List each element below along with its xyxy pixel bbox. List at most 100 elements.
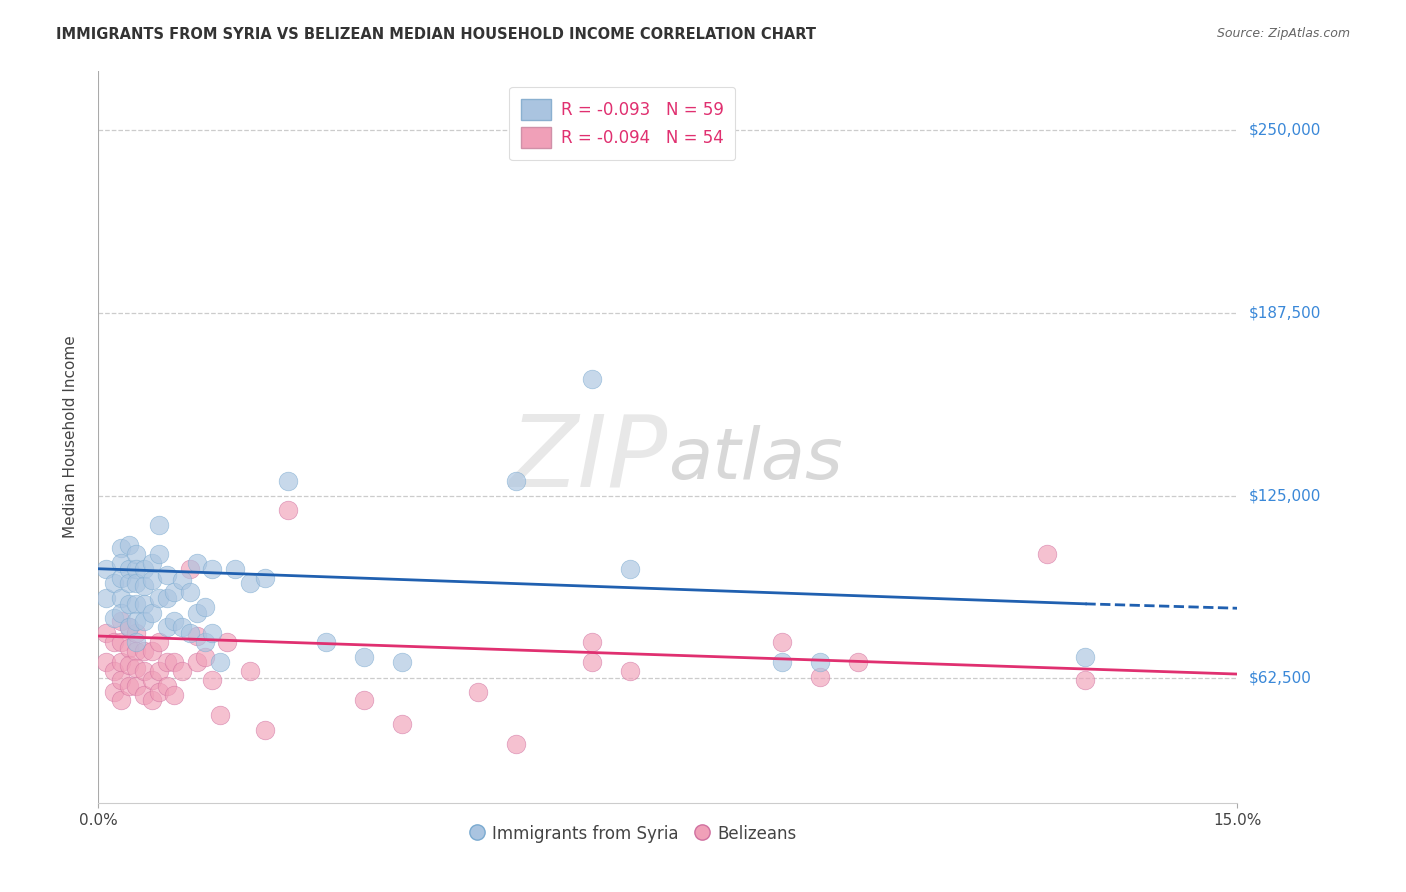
Point bbox=[94, 562, 117, 576]
Point bbox=[156, 620, 179, 634]
Point bbox=[186, 629, 208, 643]
Point bbox=[141, 556, 163, 570]
Point bbox=[125, 635, 148, 649]
Point bbox=[118, 620, 141, 634]
Point bbox=[125, 626, 148, 640]
Point bbox=[581, 656, 603, 670]
Point bbox=[132, 562, 155, 576]
Point bbox=[148, 684, 170, 698]
Point bbox=[110, 606, 132, 620]
Point bbox=[505, 474, 527, 488]
Point bbox=[94, 626, 117, 640]
Point bbox=[110, 693, 132, 707]
Text: $62,500: $62,500 bbox=[1249, 671, 1312, 686]
Point bbox=[132, 615, 155, 629]
Point bbox=[391, 716, 413, 731]
Point bbox=[170, 664, 193, 678]
Point bbox=[201, 673, 224, 687]
Point bbox=[201, 626, 224, 640]
Point bbox=[148, 517, 170, 532]
Point bbox=[141, 574, 163, 588]
Point bbox=[186, 656, 208, 670]
Point bbox=[808, 670, 831, 684]
Point bbox=[125, 661, 148, 675]
Point bbox=[156, 679, 179, 693]
Point bbox=[110, 656, 132, 670]
Point bbox=[110, 615, 132, 629]
Point bbox=[581, 635, 603, 649]
Point bbox=[125, 679, 148, 693]
Point bbox=[846, 656, 869, 670]
Point bbox=[163, 688, 186, 702]
Point bbox=[110, 570, 132, 584]
Point bbox=[170, 620, 193, 634]
Text: IMMIGRANTS FROM SYRIA VS BELIZEAN MEDIAN HOUSEHOLD INCOME CORRELATION CHART: IMMIGRANTS FROM SYRIA VS BELIZEAN MEDIAN… bbox=[56, 27, 817, 42]
Point bbox=[179, 626, 201, 640]
Point bbox=[103, 664, 125, 678]
Text: Source: ZipAtlas.com: Source: ZipAtlas.com bbox=[1216, 27, 1350, 40]
Point bbox=[132, 579, 155, 593]
Point bbox=[353, 649, 375, 664]
Point bbox=[110, 673, 132, 687]
Point bbox=[118, 658, 141, 673]
Point bbox=[254, 723, 277, 737]
Point bbox=[118, 620, 141, 634]
Point bbox=[179, 562, 201, 576]
Point bbox=[118, 576, 141, 591]
Point bbox=[277, 474, 299, 488]
Legend: Immigrants from Syria, Belizeans: Immigrants from Syria, Belizeans bbox=[464, 818, 803, 849]
Point bbox=[103, 576, 125, 591]
Point bbox=[163, 585, 186, 599]
Point bbox=[201, 562, 224, 576]
Point bbox=[1036, 547, 1059, 561]
Point bbox=[186, 556, 208, 570]
Point bbox=[103, 635, 125, 649]
Point bbox=[110, 591, 132, 605]
Point bbox=[118, 562, 141, 576]
Point bbox=[125, 547, 148, 561]
Point bbox=[194, 635, 217, 649]
Point bbox=[94, 591, 117, 605]
Point bbox=[581, 371, 603, 385]
Text: $250,000: $250,000 bbox=[1249, 122, 1320, 137]
Point bbox=[132, 688, 155, 702]
Point bbox=[156, 567, 179, 582]
Point bbox=[208, 708, 231, 723]
Text: $125,000: $125,000 bbox=[1249, 488, 1320, 503]
Point bbox=[148, 547, 170, 561]
Point bbox=[132, 643, 155, 657]
Point bbox=[125, 562, 148, 576]
Point bbox=[125, 576, 148, 591]
Point bbox=[1074, 673, 1097, 687]
Point bbox=[217, 635, 239, 649]
Point bbox=[125, 643, 148, 657]
Text: ZIP: ZIP bbox=[509, 410, 668, 508]
Point bbox=[141, 606, 163, 620]
Point bbox=[148, 591, 170, 605]
Point bbox=[103, 684, 125, 698]
Point bbox=[170, 574, 193, 588]
Point bbox=[132, 664, 155, 678]
Text: $187,500: $187,500 bbox=[1249, 305, 1320, 320]
Point bbox=[391, 656, 413, 670]
Point bbox=[110, 635, 132, 649]
Point bbox=[103, 611, 125, 625]
Point bbox=[186, 606, 208, 620]
Point bbox=[163, 656, 186, 670]
Point bbox=[156, 656, 179, 670]
Point bbox=[141, 643, 163, 657]
Point bbox=[163, 615, 186, 629]
Point bbox=[239, 664, 262, 678]
Point bbox=[94, 656, 117, 670]
Point bbox=[770, 635, 793, 649]
Point bbox=[315, 635, 337, 649]
Point bbox=[179, 585, 201, 599]
Point bbox=[125, 615, 148, 629]
Text: atlas: atlas bbox=[668, 425, 842, 493]
Point bbox=[118, 538, 141, 552]
Point bbox=[277, 503, 299, 517]
Point bbox=[224, 562, 246, 576]
Point bbox=[619, 562, 641, 576]
Point bbox=[194, 599, 217, 614]
Point bbox=[467, 684, 489, 698]
